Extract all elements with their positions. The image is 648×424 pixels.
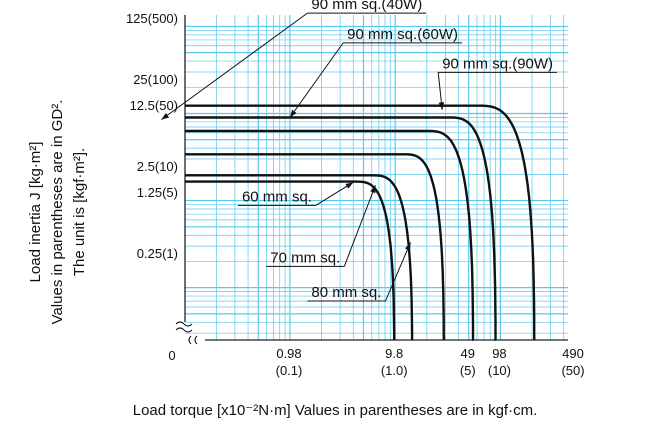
x-tick-label-4: 98: [492, 346, 506, 361]
x-tick-sublabel-2: (1.0): [381, 363, 408, 378]
series-line-3: [185, 153, 445, 341]
x-tick-sublabel-5: (50): [561, 363, 584, 378]
series-callout-arrow: [384, 242, 411, 302]
y-axis-label: Load inertia J [kg·m²] Values in parenth…: [27, 100, 88, 325]
series-callout-arrow: [289, 42, 344, 118]
arrowhead-icon: [161, 113, 170, 120]
x-tick-sublabel-4: (10): [488, 363, 511, 378]
y-tick-label-3: 12.5(50): [130, 98, 178, 113]
y-axis-break-icon: [175, 321, 193, 333]
series-label-1: 60 mm sq.: [242, 188, 312, 205]
arrowhead-icon: [289, 109, 297, 118]
series-line-5: [185, 116, 497, 342]
y-tick-label-4: 2.5(10): [137, 159, 178, 174]
chart-axes: [175, 15, 568, 345]
x-tick-label-5: 490: [562, 346, 584, 361]
x-axis-label: Load torque [x10⁻²N·m] Values in parenth…: [133, 402, 538, 419]
series-label-3: 80 mm sq.: [311, 284, 381, 301]
chart-series: [185, 104, 536, 342]
y-tick-label-1: 125(500): [126, 11, 178, 26]
series-line-6: [185, 104, 536, 341]
series-label-4: 90 mm sq.(40W): [311, 0, 422, 13]
chart-grid: [185, 15, 568, 340]
origin-label: 0: [168, 348, 175, 363]
series-callouts: 60 mm sq. 70 mm sq. 80 mm sq. 90 mm sq.(40W…: [161, 0, 558, 302]
arrowhead-icon: [345, 182, 354, 189]
y-tick-label-2: 25(100): [133, 72, 178, 87]
y-tick-label-6: 0.25(1): [137, 246, 178, 261]
arrowhead-icon: [370, 185, 376, 194]
y-axis-label-line-3: The unit is [kgf·m²].: [71, 148, 88, 276]
series-label-2: 70 mm sq.: [270, 249, 340, 266]
x-axis-break-icon: [188, 335, 198, 345]
y-axis-label-line-1: Load inertia J [kg·m²]: [27, 142, 44, 283]
x-tick-label-1: 0.98: [276, 346, 301, 361]
arrowhead-icon: [438, 102, 445, 110]
series-label-5: 90 mm sq.(60W): [347, 26, 458, 43]
series-callout-arrow: [343, 185, 376, 267]
x-tick-sublabel-1: (0.1): [276, 363, 303, 378]
x-tick-sublabel-3: (5): [460, 363, 476, 378]
series-callout-arrow: [161, 12, 308, 121]
series-line-2: [185, 174, 414, 340]
x-tick-label-3: 49: [461, 346, 475, 361]
series-line-4: [185, 129, 475, 342]
arrowhead-icon: [405, 242, 411, 251]
series-label-6: 90 mm sq.(90W): [442, 55, 553, 72]
y-axis-label-line-2: Values in parentheses are in GD².: [49, 100, 66, 325]
x-tick-label-2: 9.8: [385, 346, 403, 361]
tick-labels: 125(500) 25(100) 12.5(50) 2.5(10) 1.25(5) 0.2…: [126, 11, 585, 378]
y-tick-label-5: 1.25(5): [137, 185, 178, 200]
